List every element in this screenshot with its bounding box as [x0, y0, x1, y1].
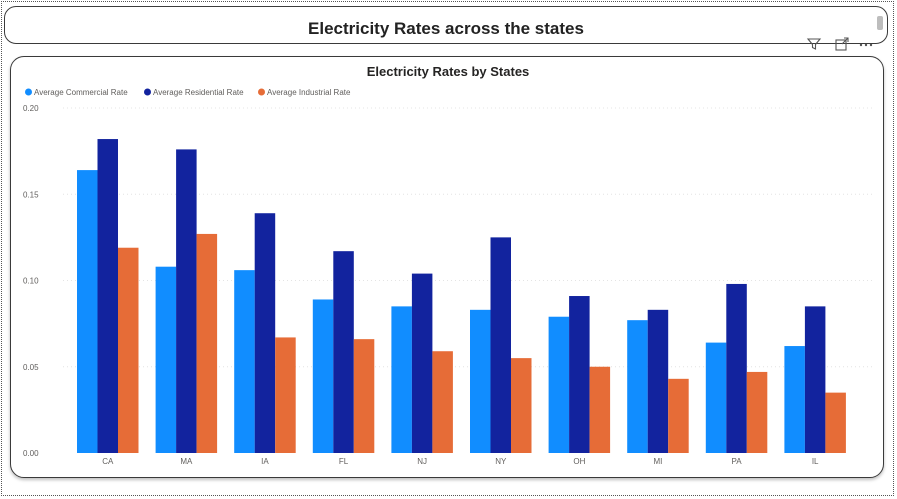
bar-il-industrial[interactable]: [825, 392, 846, 453]
legend-label-industrial[interactable]: Average Industrial Rate: [267, 88, 351, 97]
bar-fl-industrial[interactable]: [353, 339, 375, 453]
gridlines: [63, 107, 873, 368]
x-axis: CA MA IA FL NJ NY OH MI PA IL: [102, 457, 819, 466]
x-tick-label: PA: [732, 457, 743, 466]
legend: Average Commercial Rate Average Residenti…: [25, 88, 351, 97]
bar-ca-commercial[interactable]: [77, 170, 98, 453]
bar-ma-industrial[interactable]: [196, 233, 218, 453]
bar-ia-industrial[interactable]: [275, 337, 296, 453]
bar-ma-residential[interactable]: [176, 149, 197, 453]
filter-button[interactable]: [806, 36, 822, 52]
bar-ca-residential[interactable]: [97, 139, 119, 454]
bar-ia-residential[interactable]: [254, 213, 276, 453]
chart-visual[interactable]: Electricity Rates by States Average Comm…: [10, 56, 884, 478]
legend-label-residential[interactable]: Average Residential Rate: [153, 88, 244, 97]
x-tick-label: OH: [573, 457, 585, 466]
bar-mi-residential[interactable]: [647, 309, 669, 453]
bar-nj-industrial[interactable]: [432, 351, 453, 453]
bar-ny-residential[interactable]: [490, 237, 512, 453]
focus-mode-icon: [835, 37, 849, 51]
bar-pa-residential[interactable]: [726, 283, 747, 453]
bar-ny-industrial[interactable]: [511, 358, 532, 453]
y-tick-label: 0.10: [23, 277, 39, 286]
x-tick-label: MA: [180, 457, 193, 466]
focus-mode-button[interactable]: [834, 36, 850, 52]
y-tick-label: 0.05: [23, 363, 39, 372]
bar-nj-residential[interactable]: [411, 273, 433, 453]
page-title-card: Electricity Rates across the states: [4, 6, 888, 44]
more-options-icon: [859, 43, 873, 47]
bar-fl-commercial[interactable]: [312, 299, 334, 453]
bar-pa-industrial[interactable]: [746, 371, 768, 453]
x-tick-label: MI: [654, 457, 663, 466]
bar-pa-commercial[interactable]: [705, 342, 727, 453]
x-tick-label: NJ: [417, 457, 427, 466]
bar-oh-commercial[interactable]: [548, 316, 570, 453]
x-tick-label: FL: [339, 457, 349, 466]
bars: [77, 139, 846, 454]
y-tick-label: 0.00: [23, 449, 39, 458]
x-tick-label: IL: [812, 457, 819, 466]
y-tick-label: 0.20: [23, 104, 39, 113]
y-axis: 0.00 0.05 0.10 0.15 0.20: [23, 104, 39, 458]
page-title: Electricity Rates across the states: [308, 19, 584, 38]
x-tick-label: CA: [102, 457, 114, 466]
bar-mi-industrial[interactable]: [668, 378, 689, 453]
bar-ny-commercial[interactable]: [470, 309, 491, 453]
scrollbar-thumb[interactable]: [877, 16, 883, 30]
legend-marker-industrial: [258, 88, 265, 96]
chart-title: Electricity Rates by States: [367, 64, 530, 79]
legend-marker-residential: [144, 88, 151, 96]
y-tick-label: 0.15: [23, 190, 39, 199]
more-options-button[interactable]: [858, 36, 874, 52]
bar-oh-residential[interactable]: [569, 296, 590, 453]
bar-chart: Electricity Rates by States Average Comm…: [23, 64, 873, 466]
bar-il-commercial[interactable]: [784, 346, 805, 453]
bar-ma-commercial[interactable]: [155, 266, 177, 453]
bar-oh-industrial[interactable]: [589, 366, 611, 453]
bar-ia-commercial[interactable]: [234, 270, 255, 453]
x-tick-label: IA: [261, 457, 269, 466]
bar-ca-industrial[interactable]: [118, 247, 139, 453]
legend-marker-commercial: [25, 88, 32, 96]
legend-label-commercial[interactable]: Average Commercial Rate: [34, 88, 128, 97]
bar-nj-commercial[interactable]: [391, 306, 412, 453]
bar-fl-residential[interactable]: [333, 251, 354, 453]
bar-mi-commercial[interactable]: [627, 320, 648, 453]
x-tick-label: NY: [495, 457, 507, 466]
filter-icon: [806, 38, 822, 50]
bar-il-residential[interactable]: [804, 306, 826, 453]
